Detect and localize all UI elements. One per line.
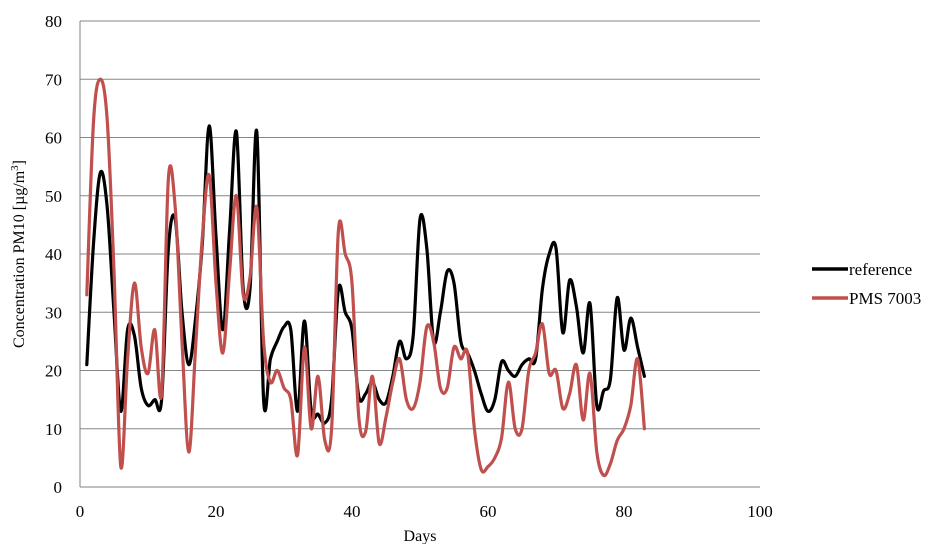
- series-lines: [85, 77, 646, 478]
- y-tick-label-80: 80: [45, 12, 62, 31]
- y-axis-label: Concentration PM10 [µg/m3]: [9, 160, 28, 348]
- y-tick-label-70: 70: [45, 70, 62, 89]
- y-tick-label-20: 20: [45, 362, 62, 381]
- x-tick-label-80: 80: [616, 502, 633, 521]
- x-tick-label-60: 60: [480, 502, 497, 521]
- y-tick-label-10: 10: [45, 420, 62, 439]
- x-tick-label-0: 0: [76, 502, 85, 521]
- series-line-pms-7003: [85, 77, 646, 478]
- y-axis-label-superscript: 3: [9, 165, 21, 171]
- x-tick-label-20: 20: [208, 502, 225, 521]
- y-tick-label-50: 50: [45, 187, 62, 206]
- x-axis-label: Days: [404, 528, 437, 544]
- legend: reference PMS 7003: [812, 260, 921, 308]
- y-tick-label-30: 30: [45, 303, 62, 322]
- y-tick-label-60: 60: [45, 129, 62, 148]
- x-tick-label-100: 100: [747, 502, 773, 521]
- legend-label-pms-7003: PMS 7003: [849, 289, 921, 308]
- y-tick-label-0: 0: [54, 478, 63, 497]
- y-axis-label-suffix: ]: [11, 160, 28, 165]
- x-tick-label-40: 40: [344, 502, 361, 521]
- y-tick-label-40: 40: [45, 245, 62, 264]
- y-axis-label-main: Concentration PM10 [µg/m: [11, 170, 28, 348]
- tick-labels: 0 10 20 30 40 50 60 70 80 0 20 40 60 80 100: [45, 12, 773, 521]
- legend-label-reference: reference: [849, 260, 912, 279]
